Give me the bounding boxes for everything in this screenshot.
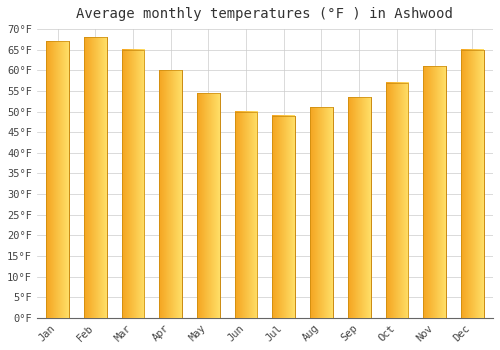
Bar — [235, 112, 258, 318]
Bar — [461, 50, 483, 318]
Title: Average monthly temperatures (°F ) in Ashwood: Average monthly temperatures (°F ) in As… — [76, 7, 454, 21]
Bar — [122, 50, 144, 318]
Bar — [197, 93, 220, 318]
Bar — [424, 66, 446, 318]
Bar — [46, 41, 69, 318]
Bar — [272, 116, 295, 318]
Bar — [160, 70, 182, 318]
Bar — [348, 97, 370, 318]
Bar — [84, 37, 106, 318]
Bar — [310, 107, 333, 318]
Bar — [386, 83, 408, 318]
